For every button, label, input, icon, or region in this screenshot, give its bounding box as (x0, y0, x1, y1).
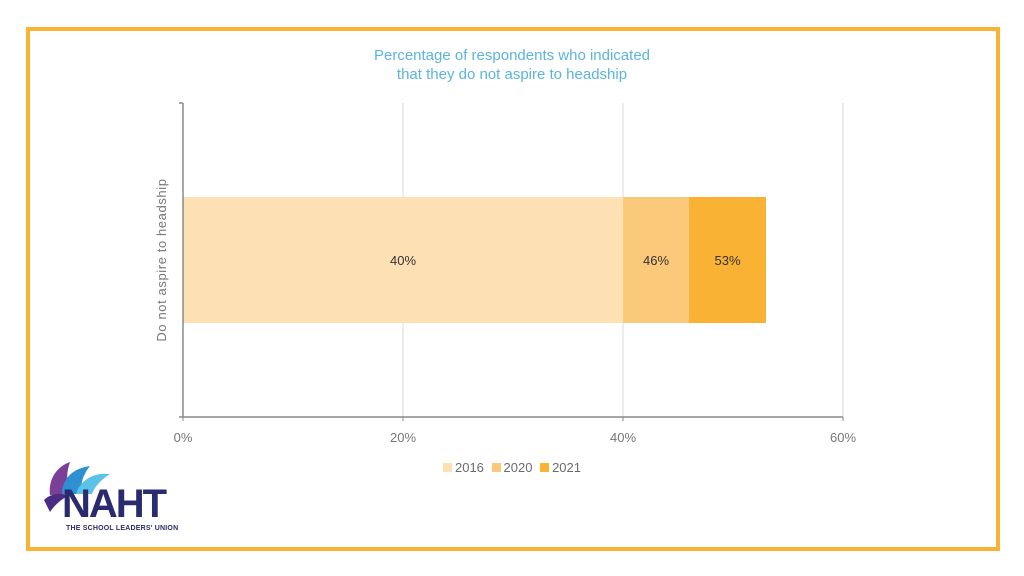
legend-swatch-2021 (540, 463, 550, 472)
legend-label-2016: 2016 (454, 460, 484, 475)
data-label-2021: 53% (714, 253, 740, 268)
legend-item-2021: 2021 (540, 460, 581, 475)
x-tick-label-60: 60% (830, 430, 856, 445)
data-label-2020: 46% (643, 253, 669, 268)
data-label-2016: 40% (390, 253, 416, 268)
legend-label-2020: 2020 (503, 460, 533, 475)
y-axis-label: Do not aspire to headship (154, 178, 169, 341)
bars (183, 197, 766, 323)
legend: 2016 2020 2021 (0, 460, 1024, 475)
x-tick-label-40: 40% (610, 430, 636, 445)
chart-title-line-2: that they do not aspire to headship (396, 66, 628, 83)
chart-title: Percentage of respondents who indicated … (0, 46, 1024, 84)
chart-title-line-1: Percentage of respondents who indicated (373, 47, 651, 64)
naht-logo-icon (44, 462, 110, 512)
legend-item-2020: 2020 (491, 460, 533, 475)
logo-tagline: THE SCHOOL LEADERS' UNION (66, 525, 179, 532)
logo-wordmark: NAHT (62, 482, 167, 526)
legend-item-2016: 2016 (442, 460, 484, 475)
bar-2020 (623, 197, 689, 323)
bar-2016 (183, 197, 623, 323)
x-tick-label-20: 20% (390, 430, 416, 445)
legend-swatch-2016 (442, 463, 452, 472)
legend-label-2021: 2021 (552, 460, 581, 475)
x-tick-label-0: 0% (174, 430, 193, 445)
legend-swatch-2020 (491, 463, 501, 472)
chart-frame (26, 27, 1000, 551)
labels: 40% 46% 53% 0% 20% 40% 60% Do not aspire to hea… (154, 178, 856, 445)
axes (179, 102, 844, 421)
bar-2021 (689, 197, 766, 323)
